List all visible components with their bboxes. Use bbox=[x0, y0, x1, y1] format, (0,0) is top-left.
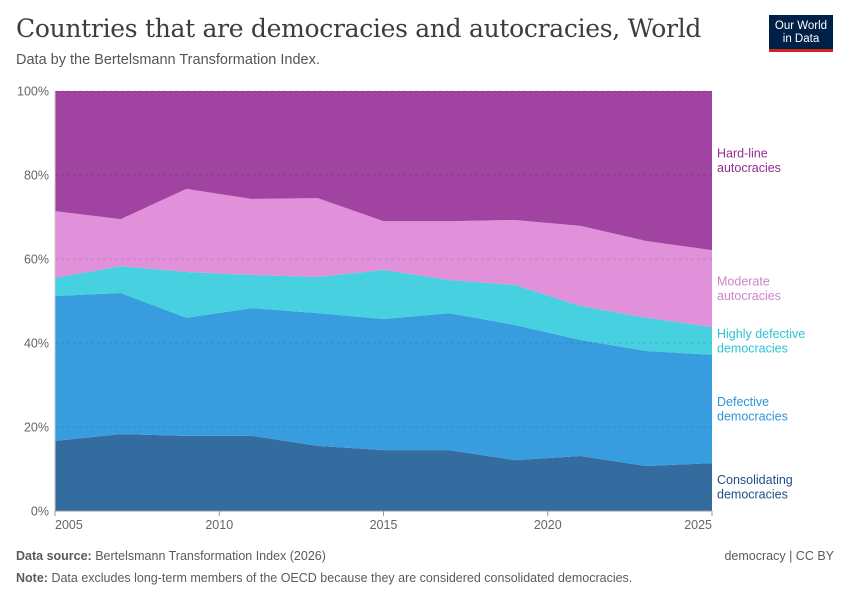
chart-note: Note: Data excludes long-term members of… bbox=[16, 571, 632, 585]
data-source: Data source: Bertelsmann Transformation … bbox=[16, 549, 326, 563]
x-tick-label: 2015 bbox=[370, 518, 398, 532]
series-label[interactable]: democracies bbox=[717, 341, 788, 355]
note-label: Note: bbox=[16, 571, 48, 585]
x-tick-label: 2010 bbox=[205, 518, 233, 532]
x-tick-label: 2005 bbox=[55, 518, 83, 532]
license[interactable]: democracy | CC BY bbox=[724, 549, 834, 563]
y-tick-label: 80% bbox=[24, 169, 49, 183]
area-consolidating-democracies bbox=[55, 434, 712, 511]
series-label[interactable]: autocracies bbox=[717, 289, 781, 303]
y-tick-label: 100% bbox=[17, 85, 49, 99]
source-text[interactable]: Bertelsmann Transformation Index (2026) bbox=[95, 549, 326, 563]
owid-logo[interactable]: Our World in Data bbox=[769, 15, 833, 52]
x-tick-label: 2020 bbox=[534, 518, 562, 532]
series-label[interactable]: democracies bbox=[717, 488, 788, 502]
y-tick-label: 0% bbox=[31, 505, 49, 519]
source-label: Data source: bbox=[16, 549, 92, 563]
series-label[interactable]: Consolidating bbox=[717, 473, 793, 487]
series-label[interactable]: autocracies bbox=[717, 161, 781, 175]
area-moderate-autocracies bbox=[55, 188, 712, 328]
series-label[interactable]: Defective bbox=[717, 395, 769, 409]
series-label[interactable]: Moderate bbox=[717, 275, 770, 289]
chart-title: Countries that are democracies and autoc… bbox=[16, 14, 702, 43]
series-label[interactable]: Hard-line bbox=[717, 147, 768, 161]
x-tick-label: 2025 bbox=[684, 518, 712, 532]
area-highly-defective-democracies bbox=[55, 266, 712, 355]
y-tick-label: 40% bbox=[24, 337, 49, 351]
y-tick-label: 60% bbox=[24, 253, 49, 267]
note-text: Data excludes long-term members of the O… bbox=[51, 571, 633, 585]
chart-subtitle: Data by the Bertelsmann Transformation I… bbox=[16, 52, 320, 68]
series-label[interactable]: democracies bbox=[717, 409, 788, 423]
area-defective-democracies bbox=[55, 293, 712, 467]
area-hard-line-autocracies bbox=[55, 91, 712, 251]
series-label[interactable]: Highly defective bbox=[717, 327, 805, 341]
y-tick-label: 20% bbox=[24, 421, 49, 435]
